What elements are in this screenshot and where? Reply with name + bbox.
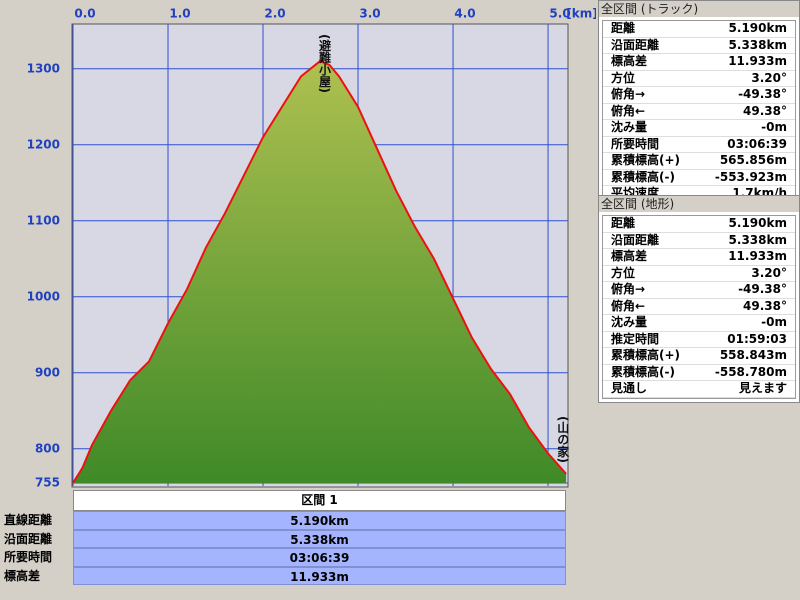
stats-panel: 全区間 (地形) 距離 5.190km 沿面距離 5.338km 標高差 11.933m 方位… bbox=[598, 195, 800, 403]
stat-value: 3.20° bbox=[751, 70, 787, 85]
x-axis-label: [km] bbox=[566, 7, 596, 21]
stat-row: 累積標高(-) -553.923m bbox=[603, 169, 795, 186]
y-tick-label: 900 bbox=[35, 365, 60, 379]
stat-label: 俯角← bbox=[611, 298, 646, 313]
row-label: 直線距離 bbox=[4, 513, 53, 527]
stat-row: 距離 5.190km bbox=[603, 216, 795, 233]
stat-label: 俯角→ bbox=[611, 282, 646, 296]
panel-title: 全区間 (地形) bbox=[599, 196, 799, 212]
stat-row: 累積標高(+) 558.843m bbox=[603, 348, 795, 365]
x-tick-label: 0.0 bbox=[74, 7, 95, 21]
stat-row: 沿面距離 5.338km bbox=[603, 232, 795, 249]
area-fill bbox=[73, 61, 567, 483]
panel-body: 距離 5.190km 沿面距離 5.338km 標高差 11.933m 方位 3.20° 俯角→… bbox=[602, 20, 796, 204]
stat-row: 推定時間 01:59:03 bbox=[603, 331, 795, 348]
stat-label: 累積標高(-) bbox=[611, 169, 675, 184]
profile-line bbox=[72, 60, 567, 484]
stat-row: 俯角→ -49.38° bbox=[603, 87, 795, 104]
panel-body: 距離 5.190km 沿面距離 5.338km 標高差 11.933m 方位 3.20° 俯角→… bbox=[602, 215, 796, 399]
x-tick-label: 4.0 bbox=[454, 7, 475, 21]
panel-title: 全区間 (トラック) bbox=[599, 1, 799, 17]
stat-value: -0m bbox=[761, 120, 787, 134]
stat-row: 標高差 11.933m bbox=[603, 54, 795, 71]
y-tick-label: 1000 bbox=[27, 289, 60, 303]
stat-label: 推定時間 bbox=[611, 331, 660, 346]
annotation: (山の家) bbox=[556, 416, 570, 463]
stat-label: 沿面距離 bbox=[611, 232, 660, 247]
stat-value: 見えます bbox=[738, 381, 787, 395]
row-label: 沿面距離 bbox=[4, 531, 53, 546]
row-value: 11.933m bbox=[73, 566, 566, 585]
stat-row: 方位 3.20° bbox=[603, 265, 795, 282]
stat-row: 所要時間 03:06:39 bbox=[603, 136, 795, 153]
stat-label: 俯角← bbox=[611, 103, 646, 118]
stat-row: 見通し 見えます bbox=[603, 381, 795, 398]
stat-label: 所要時間 bbox=[611, 136, 660, 151]
stat-value: 5.338km bbox=[728, 232, 787, 247]
stat-label: 累積標高(-) bbox=[611, 364, 675, 379]
x-tick-label: 3.0 bbox=[359, 7, 380, 21]
stat-row: 累積標高(+) 565.856m bbox=[603, 153, 795, 170]
stat-label: 距離 bbox=[611, 216, 636, 230]
stat-value: -558.780m bbox=[714, 364, 787, 379]
y-tick-label: 800 bbox=[35, 441, 60, 455]
stat-value: 3.20° bbox=[751, 265, 787, 280]
stat-row: 累積標高(-) -558.780m bbox=[603, 364, 795, 381]
stat-row: 俯角← 49.38° bbox=[603, 103, 795, 120]
section-header: 区間 1 bbox=[73, 490, 566, 511]
chart: 755 800 900 1000 1100 1200 1300 0.0 1.0 2.0 3.0 4.0… bbox=[26, 6, 596, 490]
stat-value: 11.933m bbox=[728, 54, 787, 68]
stat-value: 49.38° bbox=[743, 298, 787, 313]
stat-row: 距離 5.190km bbox=[603, 21, 795, 38]
stat-row: 標高差 11.933m bbox=[603, 249, 795, 266]
stat-value: 49.38° bbox=[743, 103, 787, 118]
y-tick-label: 1200 bbox=[27, 137, 60, 151]
annotation: (避難小屋) bbox=[318, 34, 332, 93]
x-tick-label: 5.0 bbox=[549, 7, 570, 21]
stat-value: -49.38° bbox=[738, 87, 787, 101]
y-tick-label: 1100 bbox=[27, 213, 60, 227]
stat-row: 沈み量 -0m bbox=[603, 315, 795, 332]
y-tick-label: 755 bbox=[35, 476, 60, 490]
stat-value: 5.190km bbox=[728, 21, 787, 35]
stat-row: 俯角← 49.38° bbox=[603, 298, 795, 315]
stat-label: 標高差 bbox=[611, 54, 648, 68]
x-tick-label: 1.0 bbox=[169, 7, 190, 21]
stat-label: 累積標高(+) bbox=[611, 153, 681, 167]
stat-label: 沈み量 bbox=[611, 315, 648, 329]
stat-value: 558.843m bbox=[719, 348, 787, 362]
stat-label: 俯角→ bbox=[611, 87, 646, 101]
stat-label: 沿面距離 bbox=[611, 37, 660, 52]
stat-label: 方位 bbox=[611, 265, 636, 280]
stat-value: 01:59:03 bbox=[727, 331, 787, 346]
stats-panel: 全区間 (トラック) 距離 5.190km 沿面距離 5.338km 標高差 11.933m… bbox=[598, 0, 800, 208]
stat-value: 5.338km bbox=[728, 37, 787, 52]
row-label: 所要時間 bbox=[4, 550, 53, 564]
stat-label: 距離 bbox=[611, 21, 636, 35]
stat-value: 5.190km bbox=[728, 216, 787, 230]
stat-label: 沈み量 bbox=[611, 120, 648, 134]
stat-row: 俯角→ -49.38° bbox=[603, 282, 795, 299]
stat-value: -553.923m bbox=[714, 169, 787, 184]
y-tick-label: 1300 bbox=[27, 61, 60, 75]
stat-row: 沿面距離 5.338km bbox=[603, 37, 795, 54]
stat-value: 11.933m bbox=[728, 249, 787, 263]
row-label: 標高差 bbox=[4, 568, 41, 583]
stat-value: -0m bbox=[761, 315, 787, 329]
row-value: 5.190km bbox=[73, 511, 566, 530]
stat-row: 方位 3.20° bbox=[603, 70, 795, 87]
stat-label: 累積標高(+) bbox=[611, 348, 681, 362]
stat-label: 標高差 bbox=[611, 249, 648, 263]
row-value: 5.338km bbox=[73, 529, 566, 548]
stat-label: 見通し bbox=[611, 381, 648, 395]
row-value: 03:06:39 bbox=[73, 548, 566, 567]
x-tick-label: 2.0 bbox=[264, 7, 285, 21]
stat-value: 565.856m bbox=[719, 153, 787, 167]
stat-label: 方位 bbox=[611, 70, 636, 85]
stat-value: -49.38° bbox=[738, 282, 787, 296]
stat-value: 03:06:39 bbox=[727, 136, 787, 151]
stat-row: 沈み量 -0m bbox=[603, 120, 795, 137]
